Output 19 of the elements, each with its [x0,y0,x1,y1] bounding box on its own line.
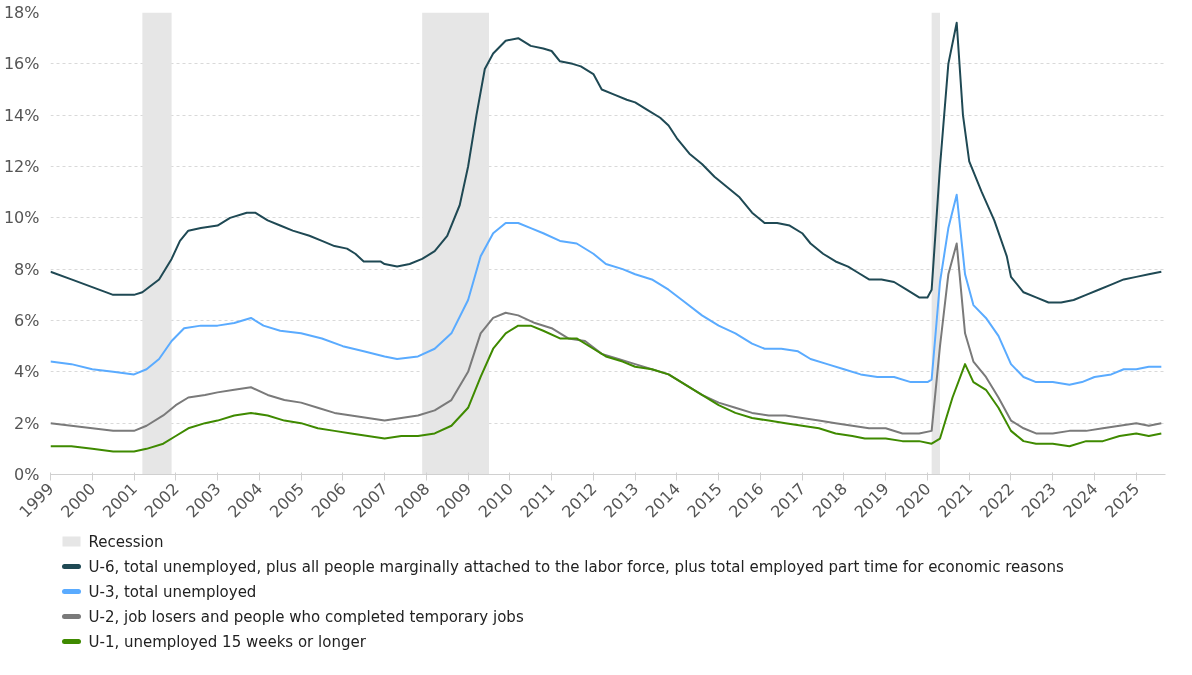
y-tick-label: 14% [3,105,40,125]
y-tick-label: 2% [14,413,40,433]
y-tick-label: 4% [14,362,40,382]
y-tick-label: 18% [3,3,40,22]
legend-label: U-1, unemployed 15 weeks or longer [88,632,367,651]
y-tick-label: 0% [14,465,40,484]
legend-label: U-3, total unemployed [88,582,257,601]
legend-label: Recession [88,532,164,551]
y-tick-label: 6% [14,311,40,330]
line-series [50,324,1163,453]
y-tick-label: 10% [3,208,40,228]
y-tick-label: 16% [3,54,40,74]
legend-label: U-6, total unemployed, plus all people marginally attached to the labor force, plus total employed part time for economic reasons [88,557,1065,576]
line-series [50,193,1163,386]
y-tick-label: 8% [14,259,40,279]
line-series [50,21,1163,304]
y-tick-label: 12% [3,157,40,176]
legend-label: U-2, job losers and people who completed temporary jobs [88,607,524,626]
line-series [50,242,1163,435]
